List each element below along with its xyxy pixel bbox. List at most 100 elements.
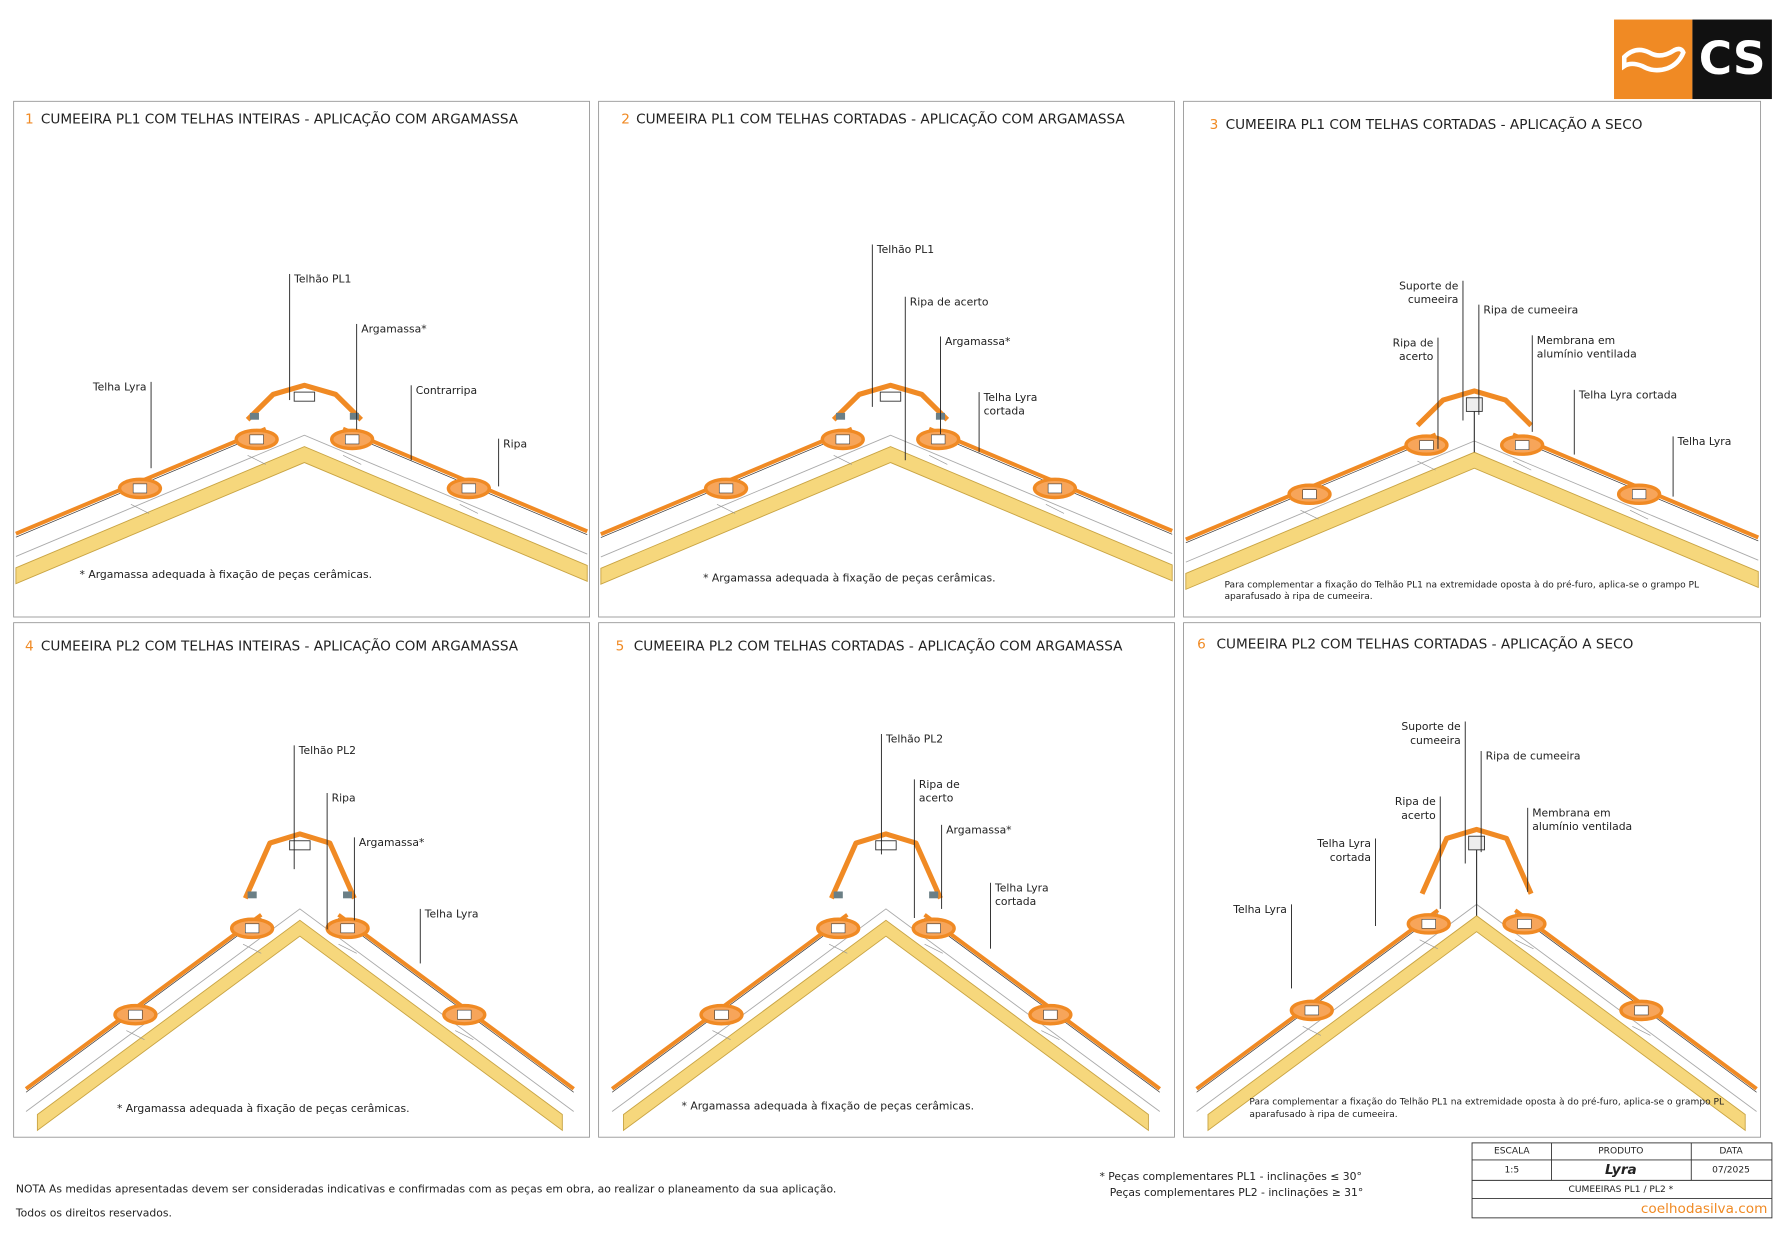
callout-label: Ripa xyxy=(503,437,527,450)
tile-lug xyxy=(1419,440,1434,450)
tile-lug xyxy=(345,434,360,445)
panel-note: * Argamassa adequada à fixação de peças … xyxy=(80,568,373,581)
callout-label: Telha Lyra xyxy=(424,908,479,921)
underlay xyxy=(611,908,1161,1112)
underlay xyxy=(25,908,574,1112)
tile xyxy=(923,913,1161,1091)
ridge-batten xyxy=(293,391,316,402)
tb-header: ESCALA xyxy=(1494,1146,1530,1156)
ridge-cap xyxy=(1415,388,1533,428)
panels: 1 CUMEEIRA PL1 COM TELHAS INTEIRAS - APLI… xyxy=(13,100,1762,1138)
panel-frame xyxy=(598,100,1175,618)
batten-mark xyxy=(712,1030,731,1040)
callout-label: Ripa de xyxy=(1393,336,1434,349)
callout-label: Ripa de acerto xyxy=(910,295,989,308)
batten-mark xyxy=(1041,1030,1060,1040)
tile-lug xyxy=(1515,440,1530,450)
callout-label: Argamassa* xyxy=(361,323,427,336)
footer-pieces: Peças complementares PL2 - inclinações ≥… xyxy=(1110,1186,1364,1199)
callout-label: Ripa de cumeeira xyxy=(1483,303,1578,316)
panel-number: 5 xyxy=(616,639,625,655)
tile-lug xyxy=(1632,489,1647,500)
ridge-support xyxy=(1468,835,1485,851)
tile-lug xyxy=(1047,483,1063,494)
panel-number: 4 xyxy=(25,639,34,655)
panel-note: * Argamassa adequada à fixação de peças … xyxy=(682,1100,975,1113)
callout-label: Ripa de xyxy=(919,778,960,791)
batten-mark xyxy=(459,504,479,514)
tile-lug xyxy=(1421,919,1436,929)
rafter xyxy=(600,446,1173,585)
tile-lug xyxy=(1043,1009,1058,1020)
tile-lug xyxy=(835,434,850,445)
tile-lug xyxy=(931,434,946,445)
title-block xyxy=(1471,1142,1773,1219)
tb-value: Lyra xyxy=(1605,1162,1637,1178)
tile-lug xyxy=(1304,1005,1319,1016)
tile xyxy=(1195,908,1440,1091)
tile-lug xyxy=(831,923,846,934)
panel-note: * Argamassa adequada à fixação de peças … xyxy=(703,571,996,584)
callout-label: Argamassa* xyxy=(945,335,1011,348)
batten-mark xyxy=(455,1030,474,1040)
tile xyxy=(24,913,263,1091)
callout-label: Membrana em xyxy=(1532,807,1610,820)
tile-lug xyxy=(926,923,941,934)
tile xyxy=(1514,908,1758,1091)
panel-frame xyxy=(1183,100,1762,618)
callout-label: Argamassa* xyxy=(946,824,1012,837)
ridge-cap xyxy=(831,382,950,422)
panel-frame xyxy=(1183,622,1762,1138)
callout-label: Telhão PL1 xyxy=(876,243,934,256)
callout-label: Telha Lyra xyxy=(1232,903,1287,916)
mortar xyxy=(833,891,843,899)
batten-mark xyxy=(833,455,852,465)
underlay xyxy=(15,434,588,557)
panel-title: CUMEEIRA PL1 COM TELHAS INTEIRAS - APLIC… xyxy=(41,111,519,128)
logo-black xyxy=(1692,19,1772,100)
tile-lug xyxy=(128,1009,143,1020)
batten-mark xyxy=(716,504,736,514)
ridge-cap xyxy=(829,831,943,900)
callout-label: Telhão PL2 xyxy=(885,733,943,746)
callout-label: acerto xyxy=(919,792,953,805)
callout-label: Telha Lyra xyxy=(1677,435,1732,448)
callout-label: Telha Lyra cortada xyxy=(1578,389,1677,402)
panel-frame xyxy=(13,622,590,1138)
tile-lug xyxy=(1634,1005,1649,1016)
batten-mark xyxy=(1629,509,1649,520)
batten-mark xyxy=(126,1030,145,1040)
callout-label: alumínio ventilada xyxy=(1537,348,1637,361)
batten-mark xyxy=(338,943,357,954)
panel-frame xyxy=(13,100,590,618)
callout-label: Contrarripa xyxy=(416,384,477,397)
panel-note: Para complementar a fixação do Telhão PL… xyxy=(1224,580,1700,591)
callout-label: cortada xyxy=(995,895,1036,908)
ridge-cap xyxy=(243,831,357,900)
tb-value: 1:5 xyxy=(1504,1166,1519,1176)
callout-label: Telha Lyra xyxy=(994,881,1049,894)
callout-label: cortada xyxy=(1330,851,1371,864)
batten-mark xyxy=(1417,460,1436,471)
callout-label: Ripa de xyxy=(1395,795,1436,808)
rafter xyxy=(36,919,563,1132)
tb-header: PRODUTO xyxy=(1598,1146,1643,1156)
logo-text: CS xyxy=(1699,32,1766,85)
panel-number: 6 xyxy=(1197,636,1206,652)
tile-lug xyxy=(714,1009,729,1020)
callout-label: Argamassa* xyxy=(359,836,425,849)
mortar xyxy=(349,412,359,420)
panel-title: CUMEEIRA PL1 COM TELHAS CORTADAS - APLIC… xyxy=(636,111,1125,128)
panel-note: * Argamassa adequada à fixação de peças … xyxy=(117,1102,410,1115)
ridge-batten xyxy=(875,840,897,851)
panel-title: CUMEEIRA PL2 COM TELHAS CORTADAS - APLIC… xyxy=(634,638,1123,655)
ridge-batten xyxy=(879,391,902,402)
batten-mark xyxy=(1045,504,1065,514)
batten-mark xyxy=(130,504,150,514)
callout-label: cumeeira xyxy=(1410,734,1461,747)
callout-label: Telha Lyra xyxy=(983,391,1038,404)
logo-wave xyxy=(1621,46,1686,73)
batten-mark xyxy=(929,455,948,465)
callout-label: acerto xyxy=(1399,350,1433,363)
batten-mark xyxy=(1419,939,1438,950)
